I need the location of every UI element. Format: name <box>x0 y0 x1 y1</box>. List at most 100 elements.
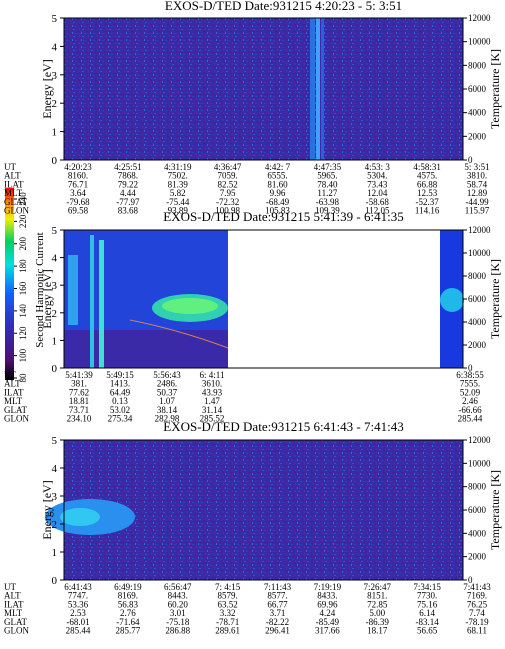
y-tick-label: 5 <box>52 13 58 25</box>
table-row-label: ALT <box>4 591 21 601</box>
table-cell: 7502. <box>168 171 188 181</box>
y-tick-label: 0 <box>52 155 58 167</box>
table-row-label: GLAT <box>4 197 27 207</box>
table-cell: 12.04 <box>367 188 388 198</box>
y-tick-label: 5 <box>52 435 58 447</box>
table-cell: 285.44 <box>66 626 91 636</box>
y2-tick-label: 2000 <box>468 340 487 350</box>
table-cell: 56.83 <box>118 599 139 609</box>
table-cell: -44.99 <box>465 197 489 207</box>
table-cell: 11.27 <box>317 188 337 198</box>
table-cell: 7:19:19 <box>314 582 342 592</box>
table-cell: 5.82 <box>170 188 186 198</box>
table-cell: 4:53: 3 <box>365 162 391 172</box>
y-tick-label: 1 <box>52 547 58 559</box>
y2-tick-label: 10000 <box>468 458 491 468</box>
table-cell: 3.64 <box>70 188 86 198</box>
table-row-label: ILAT <box>4 179 24 189</box>
table-cell: 31.14 <box>202 405 223 415</box>
table-cell: 18.81 <box>69 396 89 406</box>
y2-tick-label: 2000 <box>468 552 487 562</box>
table-cell: 69.96 <box>317 599 338 609</box>
spectrogram-feature <box>310 18 315 160</box>
table-cell: 7:11:43 <box>264 582 292 592</box>
table-cell: 1.07 <box>159 396 175 406</box>
table-cell: 7:41:43 <box>463 582 491 592</box>
y2-tick-label: 6000 <box>468 84 487 94</box>
table-cell: 12.53 <box>417 188 438 198</box>
table-cell: 7.95 <box>220 188 236 198</box>
table-cell: 4:36:47 <box>214 162 242 172</box>
table-cell: 5:41:39 <box>65 370 93 380</box>
y-tick-label: 0 <box>52 575 58 587</box>
table-cell: 7169. <box>467 591 487 601</box>
table-cell: 7555. <box>460 379 480 389</box>
table-cell: 43.93 <box>202 387 223 397</box>
table-cell: 53.02 <box>110 405 130 415</box>
table-cell: 7: 4:15 <box>215 582 241 592</box>
table-cell: 2.46 <box>462 396 478 406</box>
y2-tick-label: 4000 <box>468 528 487 538</box>
table-cell: 3810. <box>467 171 487 181</box>
table-cell: 6:38:55 <box>456 370 484 380</box>
table-cell: 381. <box>71 379 87 389</box>
y-tick-label: 2 <box>52 519 58 531</box>
table-cell: -79.68 <box>66 197 90 207</box>
y2-tick-label: 0 <box>468 155 473 165</box>
table-cell: 1413. <box>110 379 130 389</box>
spectrogram <box>64 18 463 160</box>
table-cell: 105.83 <box>265 206 290 216</box>
colorbar-tick-label: 240 <box>18 192 28 206</box>
y-axis-label: Energy [eV] <box>40 269 54 328</box>
table-cell: 3.71 <box>270 608 286 618</box>
table-cell: 8577. <box>267 591 287 601</box>
spectrogram-feature <box>68 255 78 325</box>
spectrogram-feature <box>90 235 94 368</box>
table-cell: 50.37 <box>157 387 178 397</box>
table-cell: 73.71 <box>69 405 89 415</box>
table-cell: 109.39 <box>315 206 340 216</box>
y2-tick-label: 12000 <box>468 435 491 445</box>
table-cell: 68.11 <box>467 626 487 636</box>
table-cell: 4:20:23 <box>64 162 92 172</box>
table-cell: 3610. <box>202 379 222 389</box>
table-cell: 6: 4:11 <box>200 370 225 380</box>
table-cell: 5.00 <box>369 608 385 618</box>
spectrogram-feature <box>228 230 440 368</box>
colorbar-tick-label: 220 <box>18 214 28 228</box>
table-cell: 6.14 <box>419 608 435 618</box>
table-row-label: MLT <box>4 188 23 198</box>
y2-axis-label: Temperature [K] <box>488 49 502 129</box>
table-cell: 83.68 <box>118 206 139 216</box>
colorbar-tick-label: 200 <box>18 237 28 251</box>
table-cell: -78.71 <box>216 617 239 627</box>
table-cell: 4575. <box>417 171 437 181</box>
table-cell: 76.25 <box>467 599 488 609</box>
table-cell: 7:34:15 <box>413 582 441 592</box>
y2-tick-label: 8000 <box>468 482 487 492</box>
table-cell: 69.58 <box>68 206 89 216</box>
y2-tick-label: 6000 <box>468 505 487 515</box>
y2-tick-label: 4000 <box>468 108 487 118</box>
spectrogram-feature <box>99 240 104 368</box>
table-row-label: MLT <box>4 608 23 618</box>
y-axis-label: Energy [eV] <box>40 59 54 118</box>
table-cell: 81.60 <box>267 179 288 189</box>
table-cell: 112.05 <box>365 206 390 216</box>
y-tick-label: 5 <box>52 225 58 237</box>
table-row-label: UT <box>4 582 16 592</box>
colorbar-tick-label: 180 <box>18 259 28 273</box>
table-cell: 6:56:47 <box>164 582 192 592</box>
table-cell: 317.66 <box>315 626 340 636</box>
y-axis-label: Energy [eV] <box>40 480 54 539</box>
y2-tick-label: 4000 <box>468 317 487 327</box>
table-cell: -63.98 <box>316 197 340 207</box>
table-cell: 81.39 <box>168 179 189 189</box>
table-row-label: GLON <box>4 626 29 636</box>
table-cell: 58.74 <box>467 179 488 189</box>
spectrogram-feature <box>60 508 100 526</box>
table-cell: -85.49 <box>316 617 340 627</box>
y2-tick-label: 12000 <box>468 225 491 235</box>
table-cell: -68.49 <box>266 197 290 207</box>
